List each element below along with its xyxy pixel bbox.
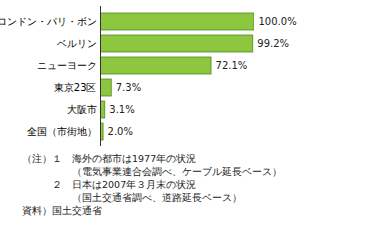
svg-text:7.3%: 7.3% (116, 82, 141, 93)
svg-text:3.1%: 3.1% (109, 104, 134, 115)
svg-text:全国（市街地）: 全国（市街地） (27, 126, 97, 137)
svg-text:2.0%: 2.0% (108, 126, 133, 137)
svg-text:東京23区: 東京23区 (54, 82, 97, 93)
svg-text:100.0%: 100.0% (259, 16, 297, 27)
svg-text:ニューヨーク: ニューヨーク (37, 60, 97, 71)
svg-text:大阪市: 大阪市 (67, 104, 97, 115)
svg-text:ロンドン・パリ・ボン: ロンドン・パリ・ボン (0, 16, 97, 27)
html-text:（注）１ 海外の都市は1977年の状況: （注）１ 海外の都市は1977年の状況 (22, 153, 197, 164)
html-text:２ 日本は2007年３月末の状況: ２ 日本は2007年３月末の状況 (22, 179, 197, 190)
html-text:資料）国土交通省: 資料）国土交通省 (22, 205, 102, 216)
html-text:（国土交通省調べ、道路延長ベース）: （国土交通省調べ、道路延長ベース） (22, 192, 242, 203)
svg-text:99.2%: 99.2% (257, 38, 289, 49)
html-text:（電気事業連合会調べ、ケーブル延長ベース）: （電気事業連合会調べ、ケーブル延長ベース） (22, 166, 282, 177)
svg-text:72.1%: 72.1% (216, 60, 248, 71)
svg-text:ベルリン: ベルリン (57, 38, 97, 49)
